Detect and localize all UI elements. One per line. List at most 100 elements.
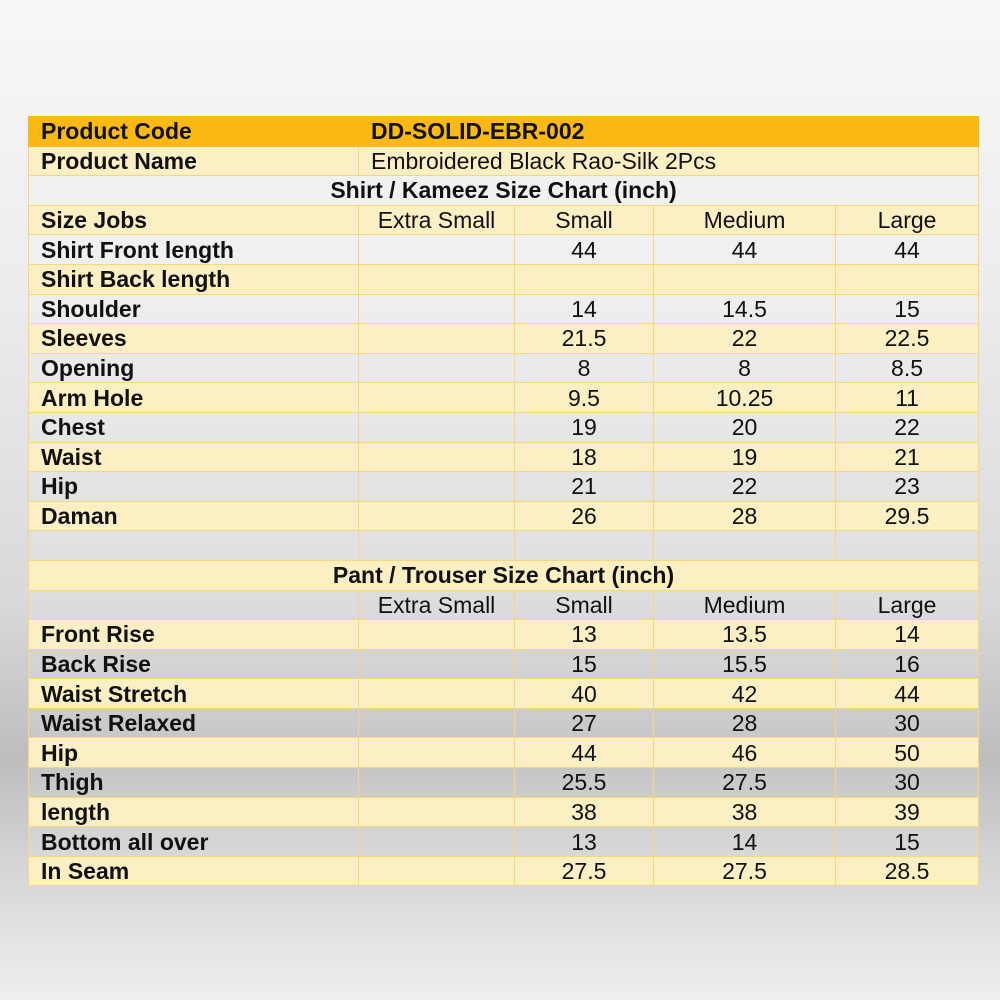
table-cell	[358, 648, 515, 680]
table-cell: 19	[514, 411, 654, 443]
table-cell: 29.5	[834, 500, 980, 532]
shirt-title-row: Shirt / Kameez Size Chart (inch)	[27, 175, 980, 206]
table-cell: 38	[653, 796, 836, 828]
shirt-header-row: Size Jobs Extra Small Small Medium Large	[28, 204, 980, 236]
table-cell: 15	[834, 293, 980, 325]
table-row: Shoulder 14 14.5 15	[28, 293, 980, 325]
table-cell: 18	[514, 441, 654, 473]
row-label: Waist	[28, 441, 359, 473]
table-cell: 21	[834, 441, 980, 473]
product-code-row: Product Code DD-SOLID-EBR-002	[28, 116, 980, 147]
table-cell: 28	[653, 500, 836, 532]
empty-cell	[358, 530, 515, 561]
table-row: Shirt Front length 44 44 44	[28, 234, 980, 265]
table-row: Waist Relaxed 27 28 30	[28, 707, 980, 739]
table-cell: Medium	[653, 589, 836, 621]
empty-cell	[653, 530, 836, 561]
table-row: Sleeves 21.5 22 22.5	[28, 323, 980, 354]
table-cell: 26	[514, 500, 654, 532]
product-name-label: Product Name	[28, 145, 359, 177]
empty-cell	[28, 530, 359, 561]
empty-cell	[834, 530, 980, 561]
table-cell	[358, 234, 515, 265]
table-cell	[358, 500, 515, 532]
table-cell	[358, 293, 515, 325]
table-cell: Large	[834, 589, 980, 621]
row-label: Hip	[28, 471, 359, 502]
table-cell: Small	[514, 204, 654, 236]
table-cell: 28.5	[834, 855, 980, 887]
table-cell: 8	[653, 352, 836, 384]
table-cell: 21.5	[514, 323, 654, 354]
spacer-row	[28, 530, 980, 561]
table-cell: 15	[834, 826, 980, 857]
table-cell: 23	[834, 471, 980, 502]
table-cell	[358, 707, 515, 739]
pant-chart-title: Pant / Trouser Size Chart (inch)	[27, 559, 980, 591]
row-label: Shirt Back length	[28, 263, 359, 295]
table-cell: 19	[653, 441, 836, 473]
table-cell	[653, 263, 836, 295]
table-cell: 14	[514, 293, 654, 325]
table-cell: 44	[653, 234, 836, 265]
row-label: Arm Hole	[28, 382, 359, 413]
table-cell: 27.5	[653, 767, 836, 798]
table-cell: 22	[653, 471, 836, 502]
table-cell	[358, 411, 515, 443]
table-cell	[834, 263, 980, 295]
table-cell	[358, 855, 515, 887]
table-row: length 38 38 39	[28, 796, 980, 828]
table-row: Opening 8 8 8.5	[28, 352, 980, 384]
row-label	[28, 589, 359, 621]
table-cell: 27.5	[514, 855, 654, 887]
table-row: Hip 21 22 23	[28, 471, 980, 502]
table-cell: Extra Small	[358, 204, 515, 236]
table-cell: 13	[514, 619, 654, 650]
table-cell: 28	[653, 707, 836, 739]
table-cell: 44	[514, 737, 654, 769]
table-cell: 50	[834, 737, 980, 769]
row-label: Back Rise	[28, 648, 359, 680]
table-row: Waist 18 19 21	[28, 441, 980, 473]
table-cell: Extra Small	[358, 589, 515, 621]
row-label: Daman	[28, 500, 359, 532]
table-cell: 27	[514, 707, 654, 739]
table-cell	[358, 619, 515, 650]
table-cell: 13.5	[653, 619, 836, 650]
table-cell: 20	[653, 411, 836, 443]
row-label: Hip	[28, 737, 359, 769]
table-row: In Seam 27.5 27.5 28.5	[28, 855, 980, 887]
table-cell: 30	[834, 707, 980, 739]
table-row: Thigh 25.5 27.5 30	[28, 767, 980, 798]
table-cell: 9.5	[514, 382, 654, 413]
row-label: Waist Stretch	[28, 678, 359, 709]
table-cell	[358, 382, 515, 413]
table-cell	[358, 471, 515, 502]
product-name-row: Product Name Embroidered Black Rao-Silk …	[28, 145, 980, 177]
table-cell	[358, 323, 515, 354]
size-chart-table: Product Code DD-SOLID-EBR-002 Product Na…	[27, 116, 980, 887]
table-row: Bottom all over 13 14 15	[28, 826, 980, 857]
table-cell: 40	[514, 678, 654, 709]
product-code-value: DD-SOLID-EBR-002	[357, 116, 980, 147]
table-cell: 13	[514, 826, 654, 857]
table-cell	[358, 737, 515, 769]
table-row: Shirt Back length	[28, 263, 980, 295]
table-cell: Large	[834, 204, 980, 236]
table-cell: 38	[514, 796, 654, 828]
row-label: Waist Relaxed	[28, 707, 359, 739]
row-label: Opening	[28, 352, 359, 384]
row-label: In Seam	[28, 855, 359, 887]
table-cell: 8.5	[834, 352, 980, 384]
table-cell: 16	[834, 648, 980, 680]
table-cell	[358, 263, 515, 295]
row-label: Chest	[28, 411, 359, 443]
table-cell: 42	[653, 678, 836, 709]
table-cell: 44	[834, 678, 980, 709]
table-cell: 10.25	[653, 382, 836, 413]
table-cell: 46	[653, 737, 836, 769]
table-cell	[358, 826, 515, 857]
product-name-value: Embroidered Black Rao-Silk 2Pcs	[357, 145, 980, 177]
table-cell: 21	[514, 471, 654, 502]
table-cell: 11	[834, 382, 980, 413]
